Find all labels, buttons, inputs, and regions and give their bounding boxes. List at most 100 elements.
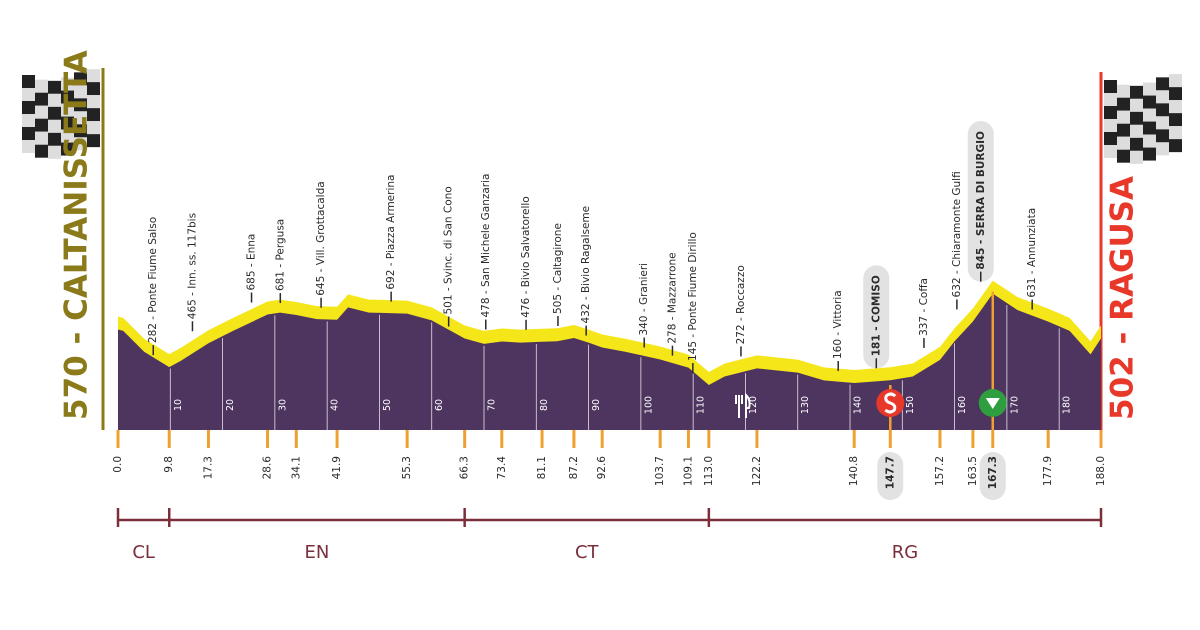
flag-square <box>1143 147 1156 161</box>
km-tick <box>938 430 942 448</box>
flag-square <box>61 116 74 130</box>
km-tick <box>463 430 467 448</box>
flag-square <box>1130 85 1143 99</box>
x-tick-label: 130 <box>800 396 811 414</box>
flag-square <box>48 80 61 94</box>
waypoint-label: 432 - Bivio Ragalseme <box>580 206 592 324</box>
km-tick <box>852 430 856 448</box>
label-pill <box>967 121 994 282</box>
label-pill <box>863 265 890 369</box>
waypoint-label: 465 - Inn. ss. 117bis <box>186 213 198 319</box>
flag-square <box>1117 110 1130 124</box>
flag-square <box>1104 132 1117 145</box>
feed-zone-icon <box>735 392 751 418</box>
flag-square <box>1130 98 1143 112</box>
waypoint-label: 340 - Granieri <box>638 263 650 336</box>
x-tick-label: 100 <box>643 396 654 414</box>
flag-square <box>74 98 87 112</box>
x-tick-label: 160 <box>957 396 968 414</box>
waypoint-label: 145 - Ponte Fiume Dirillo <box>687 232 699 361</box>
flag-square <box>22 88 35 101</box>
x-tick-label: 60 <box>434 399 445 411</box>
km-tick <box>686 430 690 448</box>
waypoint-label: 685 - Enna <box>246 234 258 291</box>
flag-square <box>35 105 48 119</box>
flag-square <box>1169 87 1182 101</box>
flag-square <box>1143 134 1156 148</box>
km-tick <box>600 430 604 448</box>
km-pill <box>979 452 1006 500</box>
flag-square <box>61 77 74 91</box>
flag-square <box>48 106 61 120</box>
flag-square <box>22 114 35 127</box>
x-tick-label: 180 <box>1062 396 1073 414</box>
flag-square <box>74 85 87 99</box>
x-tick-label: 150 <box>905 396 916 414</box>
sprint-s <box>884 392 897 414</box>
waypoint-label: 476 - Bivio Salvatorello <box>520 196 532 318</box>
flag-square <box>1169 100 1182 114</box>
km-label: 55.3 <box>401 456 413 479</box>
flag-square <box>87 134 100 148</box>
waypoint-label: 692 - Piazza Armerina <box>385 175 397 290</box>
km-label: 92.6 <box>596 456 608 480</box>
plot: 10 20 30 40 50 60 70 80 90 100 110 120 130 140 150 160 1… <box>112 121 1107 563</box>
flag-square <box>1117 149 1130 163</box>
km-label: 177.9 <box>1042 456 1054 486</box>
km-label: 122.2 <box>751 456 763 486</box>
flag-square <box>61 129 74 143</box>
x-tick-label: 170 <box>1009 396 1020 414</box>
flag-square <box>1117 84 1130 98</box>
x-tick-label: 30 <box>277 399 288 411</box>
flag-square <box>35 131 48 145</box>
km-label: 87.2 <box>568 456 580 479</box>
flag-square <box>1130 124 1143 138</box>
waypoint-label: 272 - Roccazzo <box>735 265 747 344</box>
flag-square <box>1104 106 1117 119</box>
km-tick <box>405 430 409 448</box>
flag-square <box>1156 77 1169 91</box>
km-label: 109.1 <box>682 456 694 486</box>
km-label: 163.5 <box>967 456 979 486</box>
province-label: EN <box>305 542 330 563</box>
flag-square <box>1143 121 1156 135</box>
profile-area <box>118 293 1101 430</box>
km-label: 113.0 <box>703 456 715 486</box>
waypoint-label: 478 - San Michele Ganzaria <box>480 174 492 318</box>
flag-square <box>1156 129 1169 143</box>
km-tick <box>991 430 995 448</box>
flag-square <box>1156 90 1169 104</box>
flag-square <box>1130 137 1143 151</box>
x-tick-label: 120 <box>748 396 759 414</box>
flag-square <box>61 90 74 104</box>
waypoint-label: 645 - Vill. Grottacalda <box>315 181 327 295</box>
km-label: 73.4 <box>496 456 508 480</box>
km-label: 41.9 <box>331 456 343 479</box>
x-tick-label: 140 <box>853 396 864 414</box>
flag-square <box>1156 116 1169 130</box>
flag-square <box>48 93 61 107</box>
km-label: 28.6 <box>262 456 274 480</box>
flag-square <box>74 124 87 138</box>
flag-square <box>1117 123 1130 137</box>
waypoint-label: 501 - Svinc. di San Cono <box>443 186 455 314</box>
x-tick-label: 40 <box>330 399 341 411</box>
flag-square <box>87 95 100 109</box>
flag-square <box>87 108 100 122</box>
waypoint-label: 282 - Ponte Fiume Salso <box>147 217 159 343</box>
km-label: 188.0 <box>1095 456 1107 486</box>
flag-square <box>48 132 61 146</box>
km-label: 167.3 <box>987 456 999 489</box>
flag-square <box>1130 150 1143 164</box>
km-tick <box>1099 430 1103 448</box>
km-tick <box>116 430 120 448</box>
x-tick-label: 70 <box>487 399 498 411</box>
waypoint-label: 632 - Chiaramonte Gulfi <box>951 171 963 297</box>
flag-square <box>74 137 87 151</box>
x-tick-label: 10 <box>173 399 184 411</box>
flag-square <box>1104 93 1117 106</box>
km-tick <box>500 430 504 448</box>
km-label: 140.8 <box>848 456 860 486</box>
finish-flag <box>1104 74 1182 164</box>
